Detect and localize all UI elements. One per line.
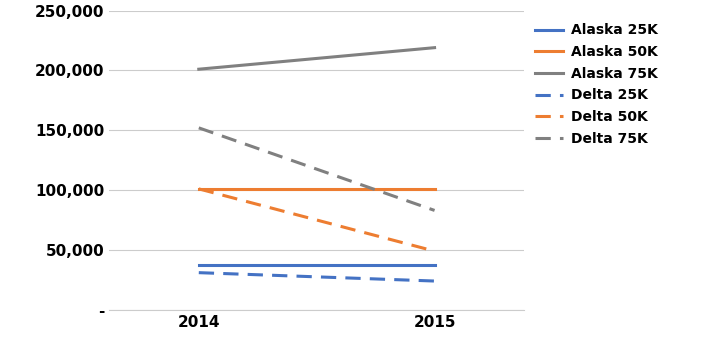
- Alaska 50K: [430, 187, 439, 191]
- Delta 25K: [194, 271, 203, 275]
- Delta 25K: [430, 279, 439, 283]
- Line: Delta 50K: Delta 50K: [199, 189, 435, 251]
- Alaska 25K: [194, 263, 203, 267]
- Alaska 50K: [194, 187, 203, 191]
- Line: Delta 25K: Delta 25K: [199, 273, 435, 281]
- Delta 50K: [194, 187, 203, 191]
- Alaska 25K: [430, 263, 439, 267]
- Line: Alaska 75K: Alaska 75K: [199, 48, 435, 69]
- Legend: Alaska 25K, Alaska 50K, Alaska 75K, Delta 25K, Delta 50K, Delta 75K: Alaska 25K, Alaska 50K, Alaska 75K, Delt…: [535, 24, 658, 146]
- Delta 75K: [430, 208, 439, 213]
- Delta 50K: [430, 249, 439, 253]
- Delta 75K: [194, 126, 203, 130]
- Line: Delta 75K: Delta 75K: [199, 128, 435, 210]
- Alaska 75K: [194, 67, 203, 71]
- Alaska 75K: [430, 45, 439, 50]
